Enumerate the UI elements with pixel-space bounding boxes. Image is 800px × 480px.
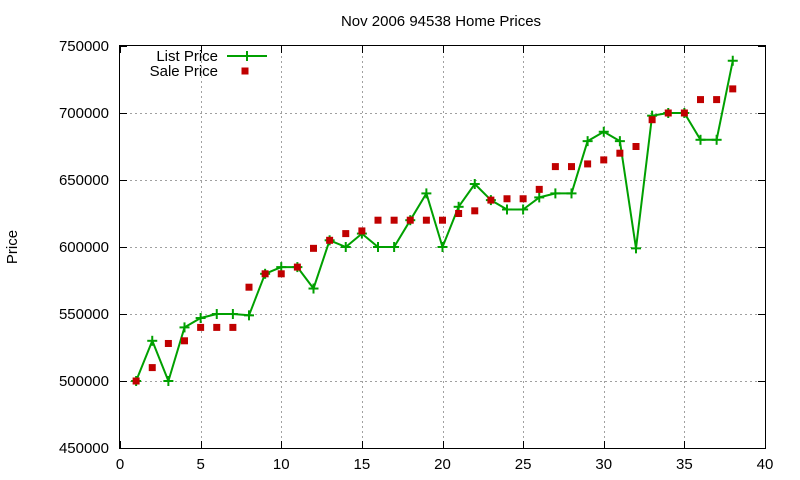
sale-price-point: [471, 207, 479, 215]
sale-price-point: [584, 160, 592, 168]
y-tick-label: 650000: [59, 172, 109, 189]
sale-price-point: [326, 236, 334, 244]
list-price-point: [195, 313, 206, 324]
sale-price-point: [632, 143, 640, 150]
sale-price-point: [277, 270, 285, 278]
x-tick-label: 0: [116, 456, 124, 473]
sale-price-point: [229, 323, 237, 331]
legend-label-sale-price: Sale Price: [150, 63, 218, 80]
x-tick-label: 15: [354, 456, 371, 473]
list-price-point: [147, 335, 158, 346]
axis-ticks: 0 5 10 15 20 25 30 35 40 450000 500000 550000 600000…: [59, 38, 773, 473]
sale-price-point: [568, 163, 575, 171]
x-tick-label: 20: [434, 456, 451, 473]
list-price-point: [534, 192, 545, 203]
y-tick-label: 700000: [59, 105, 109, 122]
x-tick-label: 25: [515, 456, 532, 473]
sale-price-point: [293, 263, 301, 271]
list-price-point: [566, 188, 577, 199]
y-tick-label: 600000: [59, 239, 109, 256]
list-price-point: [421, 188, 432, 199]
sale-price-point: [261, 270, 269, 278]
list-price-point: [340, 242, 351, 252]
y-tick-label: 450000: [59, 440, 109, 457]
legend-marker-list-price: [242, 51, 252, 61]
sale-price-point: [729, 85, 737, 93]
sale-price-point: [487, 196, 495, 204]
list-price-point: [389, 242, 400, 252]
sale-price-point: [616, 149, 624, 157]
list-price-point: [695, 134, 706, 145]
list-price-point: [502, 204, 512, 215]
sale-price-point: [455, 210, 463, 217]
sale-price-point: [390, 216, 398, 224]
list-price-point: [179, 322, 190, 333]
list-price-point: [227, 309, 238, 319]
list-price-point: [582, 136, 593, 147]
list-price-point: [727, 55, 738, 66]
sale-price-point: [439, 216, 446, 224]
list-price-point: [211, 309, 222, 319]
list-price-point: [598, 126, 609, 137]
sale-price-point: [422, 216, 430, 224]
sale-price-point: [648, 116, 656, 124]
y-tick-label: 500000: [59, 373, 109, 390]
sale-price-point: [197, 323, 205, 331]
sale-price-point: [535, 185, 543, 193]
sale-price-point: [551, 163, 559, 171]
list-price-point: [469, 179, 480, 190]
x-tick-label: 35: [676, 456, 693, 473]
sale-price-point: [342, 230, 350, 238]
sale-price-point: [245, 283, 253, 291]
list-price-point: [244, 310, 254, 321]
y-tick-label: 750000: [59, 38, 109, 55]
chart-title: Nov 2006 94538 Home Prices: [341, 13, 541, 30]
legend-marker-sale-price: [241, 67, 249, 75]
sale-price-point: [680, 109, 688, 117]
x-tick-label: 40: [757, 456, 774, 473]
series-layer: [131, 55, 738, 386]
sale-price-point: [164, 339, 172, 347]
sale-price-point: [148, 364, 156, 372]
list-price-point: [550, 188, 561, 199]
legend: List Price Sale Price: [150, 48, 267, 80]
list-price-point: [373, 242, 383, 252]
series-line-list-price: [135, 60, 734, 382]
sale-price-point: [600, 156, 608, 164]
y-tick-label: 550000: [59, 306, 109, 323]
plot-frame: [119, 45, 766, 449]
list-price-point: [711, 134, 722, 145]
x-tick-label: 5: [196, 456, 204, 473]
sale-price-point: [310, 244, 317, 252]
sale-price-point: [374, 216, 382, 224]
x-tick-label: 10: [273, 456, 290, 473]
y-axis-label: Price: [4, 230, 21, 264]
sale-price-point: [713, 96, 721, 104]
list-price-point: [163, 376, 174, 386]
sale-price-point: [406, 216, 414, 224]
list-price-point: [614, 136, 625, 147]
sale-price-point: [664, 109, 672, 117]
list-price-point: [308, 283, 319, 294]
list-price-point: [518, 204, 529, 215]
list-price-point: [437, 242, 448, 252]
sale-price-point: [519, 195, 527, 203]
sale-price-point: [358, 227, 366, 235]
sale-price-point: [213, 323, 221, 331]
sale-price-point: [181, 337, 188, 345]
list-price-point: [631, 243, 641, 254]
sale-price-point: [697, 96, 704, 104]
legend-label-list-price: List Price: [156, 48, 218, 65]
x-tick-label: 30: [595, 456, 612, 473]
sale-price-point: [503, 195, 511, 203]
sale-price-point: [132, 377, 140, 385]
